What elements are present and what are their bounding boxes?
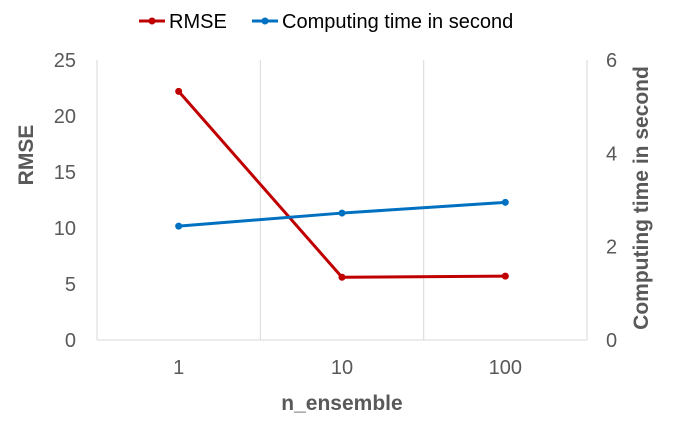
left-tick-label: 10 (54, 218, 76, 240)
legend-label-rmse: RMSE (169, 11, 227, 33)
left-tick-label: 5 (65, 274, 76, 296)
right-tick-label: 4 (606, 143, 617, 165)
left-axis-ticks: 0 5 10 15 20 25 (54, 50, 76, 352)
data-point-rmse (501, 272, 509, 280)
data-point-rmse (338, 273, 346, 281)
legend-marker-rmse (148, 17, 156, 25)
x-tick-label: 1 (173, 357, 184, 379)
left-tick-label: 0 (65, 330, 76, 352)
legend-label-computing-time: Computing time in second (282, 11, 513, 33)
x-tick-label: 100 (489, 357, 522, 379)
x-axis-ticks: 1 10 100 (173, 357, 522, 379)
data-point-computing-time-in-second (175, 222, 183, 230)
vertical-gridlines (96, 60, 588, 340)
legend: RMSE Computing time in second (139, 11, 513, 33)
left-tick-label: 15 (54, 162, 76, 184)
series-line-rmse (177, 90, 506, 279)
legend-marker-computing-time (261, 17, 269, 25)
right-tick-label: 0 (606, 330, 617, 352)
left-axis-title: RMSE (15, 125, 38, 186)
right-tick-label: 6 (606, 50, 617, 72)
right-axis-title: Computing time in second (630, 66, 653, 330)
left-tick-label: 20 (54, 106, 76, 128)
right-axis-ticks: 0 2 4 6 (606, 50, 617, 352)
data-point-rmse (175, 87, 183, 95)
legend-item-computing-time: Computing time in second (252, 11, 513, 33)
series-layer (175, 87, 509, 281)
right-tick-label: 2 (606, 237, 617, 259)
legend-item-rmse: RMSE (139, 11, 227, 33)
x-tick-label: 10 (331, 357, 353, 379)
x-axis-title: n_ensemble (281, 392, 402, 415)
left-tick-label: 25 (54, 50, 76, 72)
data-point-computing-time-in-second (501, 198, 509, 206)
data-point-computing-time-in-second (338, 209, 346, 217)
